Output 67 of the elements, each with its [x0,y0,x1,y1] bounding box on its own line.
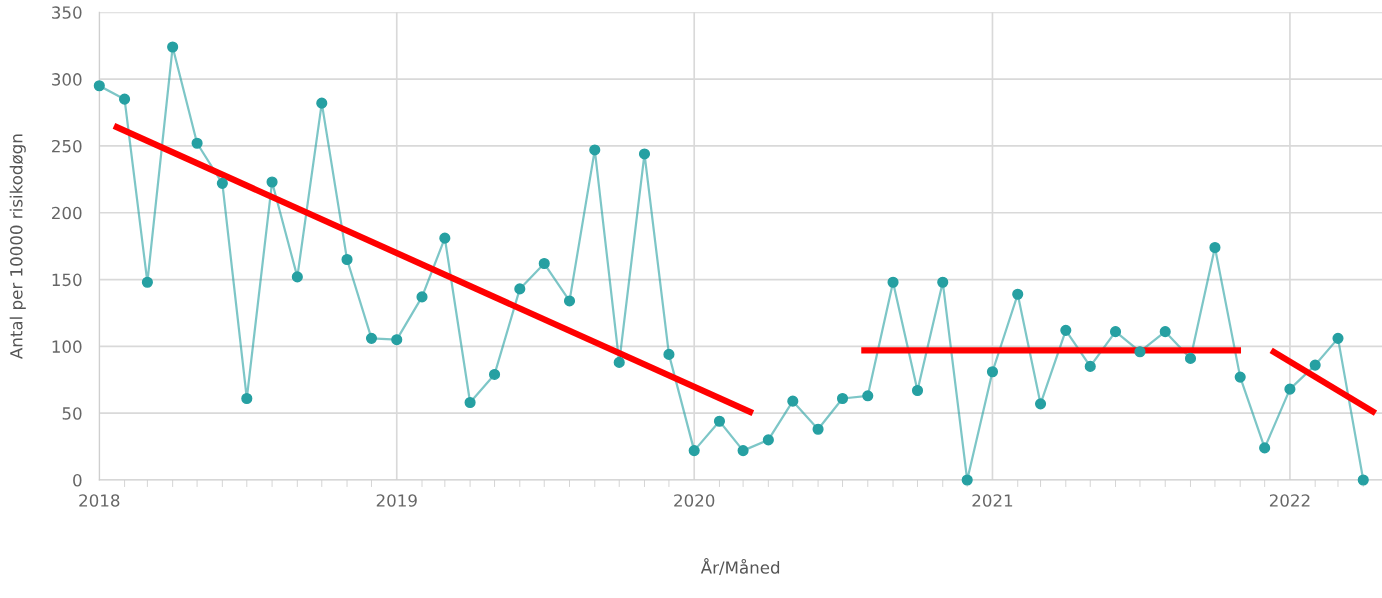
point [119,93,131,105]
point [266,176,278,188]
point [961,474,973,486]
y-tick-label: 300 [52,73,82,86]
x-tick-label: 2022 [1269,494,1310,507]
point [1184,352,1197,364]
point [93,80,105,92]
point [663,348,675,360]
point [1109,326,1122,338]
point [464,396,476,409]
point [241,392,253,405]
point [762,434,774,446]
point [1309,359,1321,371]
point [911,384,924,397]
y-axis-title: Antal per 10000 risikodøgn [9,134,26,359]
point [812,423,824,435]
point [986,366,999,378]
point [1159,326,1171,338]
point [316,97,328,109]
y-tick-label: 50 [62,407,82,420]
point [216,177,228,189]
point [291,271,303,283]
x-tick-label: 2020 [674,494,715,507]
point [141,276,153,288]
point [887,276,899,288]
point [167,41,179,53]
point [713,415,726,427]
x-tick-label: 2018 [79,494,120,507]
x-tick-label: 2021 [972,494,1013,507]
y-tick-label: 200 [52,206,82,220]
point [391,334,403,346]
point [836,392,849,405]
y-tick-label: 100 [52,340,82,353]
point [1259,442,1271,454]
point [937,276,949,288]
point [365,332,378,344]
point [1332,332,1344,344]
y-tick-label: 150 [52,273,82,287]
point [862,390,874,402]
point [341,253,353,266]
y-tick-label: 0 [73,473,82,487]
point [514,283,526,295]
point [613,356,625,368]
point [488,368,501,380]
point [538,257,550,270]
x-tick-label: 2019 [376,494,417,507]
x-axis-title: År/Måned [700,558,780,576]
point [1209,241,1221,254]
y-tick-label: 250 [52,139,82,153]
point [638,148,651,160]
point [688,445,700,457]
point [1012,288,1024,300]
y-tick-label: 350 [52,6,82,19]
point [416,291,428,303]
point [563,295,576,307]
point [1234,371,1246,383]
point [1284,383,1296,395]
point [737,445,749,457]
point [1357,474,1369,486]
point [1060,324,1072,336]
point [1034,398,1047,410]
point [1134,346,1146,358]
point [1084,360,1096,372]
point [589,144,601,156]
point [787,395,799,407]
point [191,137,203,149]
point [439,232,451,244]
